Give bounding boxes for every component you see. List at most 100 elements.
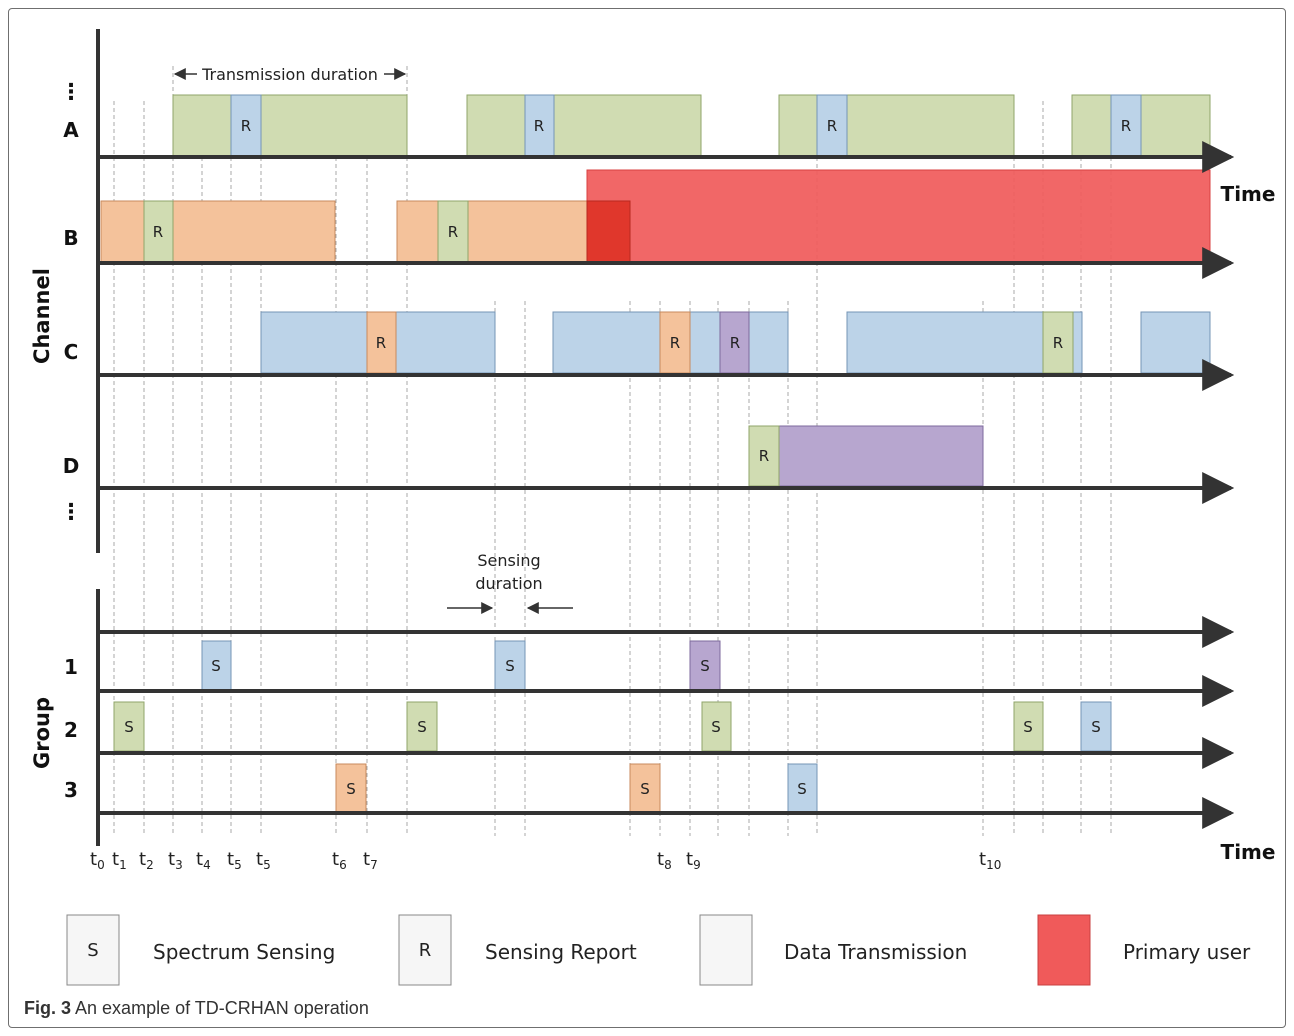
group-2-sensing-5 bbox=[1080, 701, 1112, 752]
channel-b-report-1 bbox=[143, 200, 174, 263]
legend-report-swatch bbox=[398, 914, 452, 986]
channel-d-blocks: R bbox=[748, 425, 984, 487]
tick-t7: t7 bbox=[363, 849, 378, 872]
time-tick-labels: t0 t1 t2 t3 t4 t5 t5 t6 t7 t8 t9 t10 bbox=[90, 849, 1001, 872]
channel-c-report-1 bbox=[366, 311, 397, 374]
group-2-sensing-2-letter: S bbox=[417, 718, 427, 736]
group-3-sensing-1-letter: S bbox=[346, 780, 356, 798]
channel-c-report-2 bbox=[659, 311, 691, 374]
group-label-1: 1 bbox=[64, 655, 78, 679]
transmission-duration-annotation: Transmission duration bbox=[173, 65, 407, 84]
group-1-sensing-1 bbox=[201, 640, 232, 691]
channel-a-data-3 bbox=[778, 94, 1015, 157]
sensing-duration-line-1: Sensing bbox=[477, 551, 540, 570]
primary-user-overlap bbox=[586, 200, 631, 263]
group-label-2: 2 bbox=[64, 718, 78, 742]
figure-caption: Fig. 3 An example of TD-CRHAN operation bbox=[24, 998, 369, 1019]
sensing-duration-annotation: Sensing duration bbox=[447, 551, 573, 614]
tick-t5b: t5 bbox=[256, 849, 271, 872]
tick-t8: t8 bbox=[657, 849, 672, 872]
channel-a-report-3-letter: R bbox=[827, 117, 837, 135]
group-2-sensing-2 bbox=[406, 701, 438, 752]
group-3-sensing-3-letter: S bbox=[797, 780, 807, 798]
group-1-sensing-3-letter: S bbox=[700, 657, 710, 675]
legend: S Spectrum Sensing R Sensing Report Data… bbox=[66, 914, 1251, 986]
channel-label-a: A bbox=[63, 118, 79, 142]
channel-ellipsis-top: ⋮ bbox=[60, 80, 82, 105]
legend-sensing-symbol: S bbox=[87, 940, 98, 961]
channel-c-report-3-letter: R bbox=[730, 334, 740, 352]
channel-axis-label: Channel bbox=[30, 268, 54, 364]
channel-c-data-4 bbox=[1140, 311, 1211, 374]
primary-user-block bbox=[586, 169, 1211, 263]
channel-c-report-4 bbox=[1042, 311, 1074, 374]
group-3-sensing-1 bbox=[335, 763, 367, 814]
legend-primary-user-label: Primary user bbox=[1123, 940, 1251, 964]
channel-label-d: D bbox=[63, 454, 80, 478]
legend-data-swatch bbox=[699, 914, 753, 986]
channel-a-blocks: R R R R bbox=[172, 94, 1211, 157]
channel-a-data-1 bbox=[172, 94, 408, 157]
group-1-sensing-1-letter: S bbox=[211, 657, 221, 675]
tick-t0: t0 bbox=[90, 849, 105, 872]
tick-t1: t1 bbox=[112, 849, 127, 872]
legend-report-label: Sensing Report bbox=[485, 940, 637, 964]
channel-c-report-2-letter: R bbox=[670, 334, 680, 352]
channel-a-data-2 bbox=[466, 94, 702, 157]
legend-sensing-label: Spectrum Sensing bbox=[153, 940, 335, 964]
channel-c-report-3 bbox=[719, 311, 750, 374]
group-2-sensing: S S S S S bbox=[113, 701, 1112, 752]
channel-b-report-2 bbox=[437, 200, 469, 263]
tick-t9: t9 bbox=[686, 849, 701, 872]
tick-t5: t5 bbox=[227, 849, 242, 872]
channel-a-report-1-letter: R bbox=[241, 117, 251, 135]
channel-ellipsis-bottom: ⋮ bbox=[60, 500, 82, 525]
channel-d-report-1-letter: R bbox=[759, 447, 769, 465]
group-3-sensing: S S S bbox=[335, 763, 818, 814]
operation-diagram: ⋮ A B C D ⋮ Channel 1 2 3 Group Transmis… bbox=[30, 29, 1276, 986]
group-time-axes bbox=[100, 616, 1235, 829]
figure-frame: ⋮ A B C D ⋮ Channel 1 2 3 Group Transmis… bbox=[8, 8, 1286, 1028]
group-2-sensing-1 bbox=[113, 701, 145, 752]
group-2-sensing-3 bbox=[701, 701, 732, 752]
transmission-duration-label: Transmission duration bbox=[201, 65, 378, 84]
legend-report-symbol: R bbox=[419, 940, 432, 961]
legend-primary-user-swatch bbox=[1037, 914, 1091, 986]
channel-d-report-1 bbox=[748, 425, 780, 487]
channel-a-report-3 bbox=[816, 94, 848, 157]
tick-t2: t2 bbox=[139, 849, 154, 872]
tick-t10: t10 bbox=[979, 849, 1001, 872]
group-2-sensing-4-letter: S bbox=[1023, 718, 1033, 736]
tick-t3: t3 bbox=[168, 849, 183, 872]
channel-label-c: C bbox=[64, 340, 79, 364]
tick-t6: t6 bbox=[332, 849, 347, 872]
channel-c-report-1-letter: R bbox=[376, 334, 386, 352]
group-2-sensing-5-letter: S bbox=[1091, 718, 1101, 736]
caption-label: Fig. 3 bbox=[24, 998, 72, 1018]
channel-c-report-4-letter: R bbox=[1053, 334, 1063, 352]
group-3-sensing-2 bbox=[629, 763, 661, 814]
channel-label-b: B bbox=[63, 226, 78, 250]
channel-time-axes bbox=[100, 141, 1235, 504]
group-3-sensing-3 bbox=[787, 763, 818, 814]
channel-d-data-1 bbox=[748, 425, 984, 487]
group-1-sensing-2 bbox=[494, 640, 526, 691]
sensing-duration-line-2: duration bbox=[475, 574, 542, 593]
group-3-sensing-2-letter: S bbox=[640, 780, 650, 798]
group-1-sensing-2-letter: S bbox=[505, 657, 515, 675]
channel-a-report-2-letter: R bbox=[534, 117, 544, 135]
group-axis-label: Group bbox=[30, 697, 54, 769]
channel-b-report-2-letter: R bbox=[448, 223, 458, 241]
time-label-bottom: Time bbox=[1221, 840, 1276, 864]
legend-data-label: Data Transmission bbox=[784, 940, 967, 964]
group-2-sensing-4 bbox=[1013, 701, 1044, 752]
channel-c-blocks: R R R R bbox=[260, 311, 1211, 374]
legend-sensing-swatch bbox=[66, 914, 120, 986]
tick-t4: t4 bbox=[196, 849, 211, 872]
group-1-sensing: S S S bbox=[201, 640, 721, 691]
group-label-3: 3 bbox=[64, 778, 78, 802]
channel-b-report-1-letter: R bbox=[153, 223, 163, 241]
caption-text: An example of TD-CRHAN operation bbox=[75, 998, 369, 1018]
time-label-top: Time bbox=[1221, 182, 1276, 206]
channel-a-report-4 bbox=[1110, 94, 1142, 157]
